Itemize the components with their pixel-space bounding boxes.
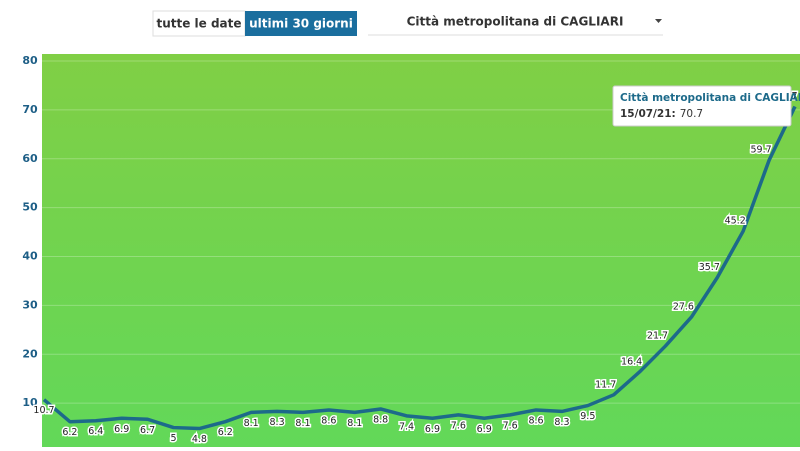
data-label: 8.1 xyxy=(347,418,362,429)
data-label: 9.5 xyxy=(580,411,595,422)
data-label: 8.6 xyxy=(528,415,543,426)
data-label: 27.6 xyxy=(673,302,694,313)
data-label: 6.9 xyxy=(425,424,440,435)
tooltip xyxy=(612,85,792,127)
data-label: 4.8 xyxy=(192,434,207,445)
tooltip-line: 15/07/21: 70.7 xyxy=(620,108,703,120)
y-tick-label: 40 xyxy=(22,250,38,263)
data-label: 7.4 xyxy=(399,421,414,432)
y-tick-label: 20 xyxy=(22,347,38,360)
y-tick-label: 70 xyxy=(22,103,38,116)
tooltip-title: Città metropolitana di CAGLIARI xyxy=(620,92,800,104)
y-tick-label: 50 xyxy=(22,201,38,214)
data-label: 11.7 xyxy=(595,379,616,390)
data-label: 5 xyxy=(170,433,176,444)
button[interactable] xyxy=(152,10,246,37)
y-tick-label: 10 xyxy=(22,396,38,409)
data-label: 35.7 xyxy=(699,262,720,273)
data-label: 6.7 xyxy=(140,425,155,436)
data-label: 21.7 xyxy=(647,330,668,341)
tooltip-value: 70.7 xyxy=(680,108,703,120)
y-tick-label: 30 xyxy=(22,298,38,311)
data-label: 6.2 xyxy=(62,427,77,438)
data-label: 6.4 xyxy=(88,426,103,437)
data-label: 8.1 xyxy=(295,418,310,429)
button-active[interactable] xyxy=(245,11,357,36)
data-label: 8.3 xyxy=(554,417,569,428)
data-label: 8.3 xyxy=(270,417,285,428)
data-label: 59.7 xyxy=(751,145,772,156)
dropdown[interactable]: Città metropolitana di CAGLIARI xyxy=(407,15,624,29)
data-label: 8.6 xyxy=(321,415,336,426)
data-label: 8.1 xyxy=(244,418,259,429)
button-label[interactable]: ultimi 30 giorni xyxy=(249,17,353,31)
button-label[interactable]: tutte le date xyxy=(156,17,241,31)
dropdown-caret[interactable] xyxy=(655,19,662,23)
data-label: 10.7 xyxy=(33,405,54,416)
data-label: 6.9 xyxy=(477,424,492,435)
data-label: 6.2 xyxy=(218,427,233,438)
data-label: 16.4 xyxy=(621,356,642,367)
data-label: 7.6 xyxy=(503,420,518,431)
line xyxy=(42,105,797,431)
y-tick-label: 80 xyxy=(22,54,38,67)
data-label: 8.8 xyxy=(373,414,388,425)
data-label: 45.2 xyxy=(725,216,746,227)
y-tick-label: 60 xyxy=(22,152,38,165)
data-label: 7.6 xyxy=(451,420,466,431)
data-label: 6.9 xyxy=(114,424,129,435)
tooltip-date: 15/07/21: xyxy=(620,108,676,120)
